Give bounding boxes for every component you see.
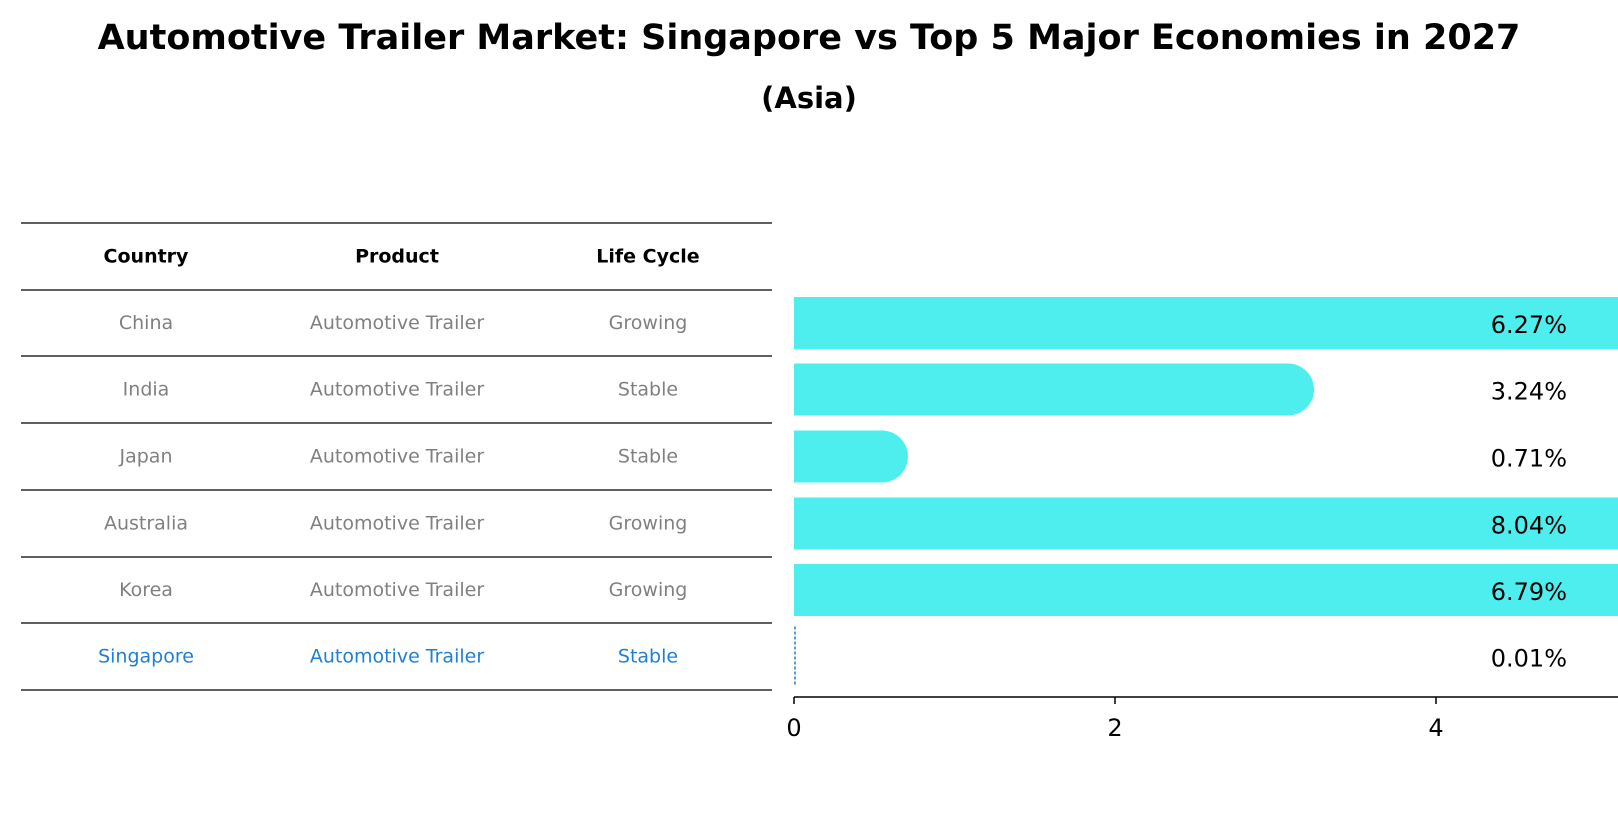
header-product: Product bbox=[355, 246, 439, 268]
growth-bar-chart: 6.27%3.24%0.71%8.04%6.79%0.01%02468 bbox=[786, 297, 1618, 742]
table-row: China Automotive Trailer Growing bbox=[119, 312, 687, 334]
cell-life-cycle: Stable bbox=[618, 379, 678, 401]
cell-country: Japan bbox=[119, 446, 173, 468]
value-label: 0.01% bbox=[1491, 645, 1567, 673]
cell-product: Automotive Trailer bbox=[310, 446, 484, 468]
cell-life-cycle: Growing bbox=[609, 579, 688, 601]
cell-life-cycle: Stable bbox=[618, 446, 678, 468]
header-country: Country bbox=[104, 246, 190, 268]
cell-product: Automotive Trailer bbox=[310, 379, 484, 401]
table-row: Singapore Automotive Trailer Stable bbox=[98, 646, 678, 668]
bar-japan bbox=[794, 430, 908, 483]
bar-china bbox=[794, 297, 1618, 349]
comparison-table: Country Product Life Cycle China Automotive … bbox=[21, 222, 772, 691]
value-label: 6.79% bbox=[1491, 578, 1567, 606]
cell-product: Automotive Trailer bbox=[310, 312, 484, 334]
cell-product: Automotive Trailer bbox=[310, 646, 484, 668]
value-label: 6.27% bbox=[1491, 311, 1567, 339]
value-label: 3.24% bbox=[1491, 378, 1567, 406]
header-life-cycle: Life Cycle bbox=[596, 246, 699, 268]
bar-australia bbox=[794, 497, 1618, 550]
bar-korea bbox=[794, 564, 1618, 616]
cell-product: Automotive Trailer bbox=[310, 579, 484, 601]
bar-india bbox=[794, 363, 1315, 416]
value-label: 8.04% bbox=[1491, 512, 1567, 540]
x-tick-label: 4 bbox=[1428, 714, 1443, 742]
table-row: Korea Automotive Trailer Growing bbox=[119, 579, 687, 601]
table-row: Australia Automotive Trailer Growing bbox=[104, 513, 687, 535]
cell-country: Singapore bbox=[98, 646, 194, 668]
value-label: 0.71% bbox=[1491, 445, 1567, 473]
table-row: Japan Automotive Trailer Stable bbox=[119, 446, 679, 468]
table-row: India Automotive Trailer Stable bbox=[123, 379, 678, 401]
cell-product: Automotive Trailer bbox=[310, 513, 484, 535]
cell-country: China bbox=[119, 312, 173, 334]
x-tick-label: 0 bbox=[786, 714, 801, 742]
cell-country: Korea bbox=[119, 579, 173, 601]
cell-country: Australia bbox=[104, 513, 188, 535]
cell-life-cycle: Stable bbox=[618, 646, 678, 668]
cell-life-cycle: Growing bbox=[609, 513, 688, 535]
chart-subtitle: (Asia) bbox=[761, 81, 857, 115]
cell-country: India bbox=[123, 379, 170, 401]
chart-title: Automotive Trailer Market: Singapore vs … bbox=[97, 18, 1521, 58]
x-tick-label: 2 bbox=[1107, 714, 1122, 742]
cell-life-cycle: Growing bbox=[609, 312, 688, 334]
